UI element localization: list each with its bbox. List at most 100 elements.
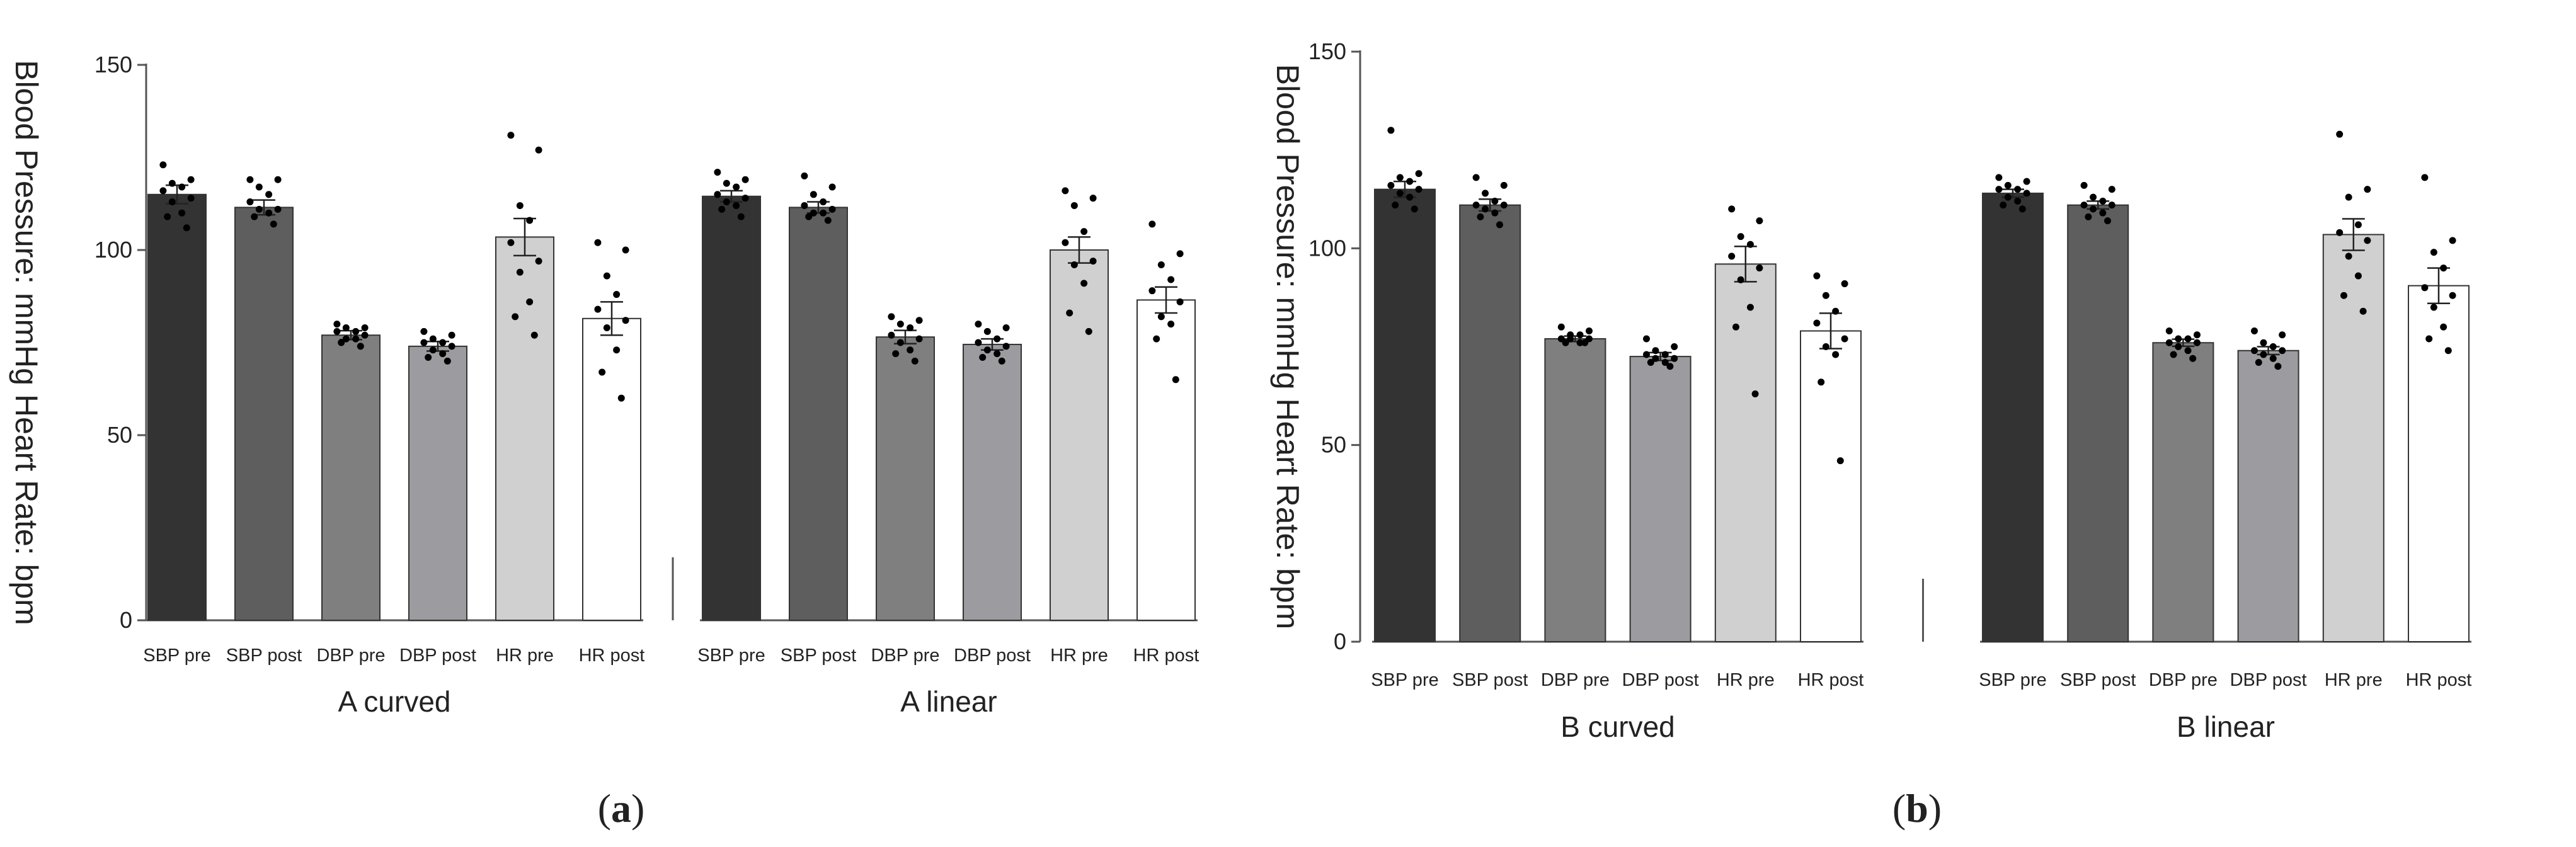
data-point <box>361 331 369 339</box>
data-point <box>820 198 827 206</box>
data-point <box>1148 220 1156 228</box>
data-point <box>265 209 273 217</box>
data-point <box>801 172 808 179</box>
data-point <box>1157 261 1165 269</box>
data-point <box>2023 190 2030 197</box>
bar <box>582 317 641 621</box>
data-point <box>1813 319 1821 327</box>
data-point <box>2425 335 2433 343</box>
bar <box>1714 263 1777 642</box>
data-point <box>1728 253 1736 260</box>
data-point <box>892 350 900 358</box>
data-point <box>810 191 817 198</box>
data-point <box>1567 335 1574 343</box>
data-point <box>2194 331 2201 339</box>
data-point <box>1737 233 1744 241</box>
data-point <box>2345 253 2352 260</box>
data-point <box>420 327 428 335</box>
data-point <box>1666 363 1674 370</box>
y-tick-label: 150 <box>94 52 132 77</box>
panel-label: (a) <box>598 786 645 831</box>
data-point <box>183 224 190 232</box>
bar <box>1800 330 1862 642</box>
data-point <box>507 132 515 139</box>
data-point <box>733 202 740 209</box>
data-point <box>2359 307 2367 315</box>
x-tick-label: SBP post <box>226 645 302 666</box>
data-point <box>1746 241 1754 248</box>
data-point <box>2269 355 2277 362</box>
x-tick-label: SBP pre <box>1979 670 2046 690</box>
bar <box>2067 204 2129 642</box>
data-point <box>429 335 437 343</box>
data-point <box>723 179 730 187</box>
bar <box>2322 234 2384 643</box>
x-tick-label: DBP pre <box>2149 670 2218 690</box>
data-point <box>907 324 914 331</box>
data-point <box>507 239 515 246</box>
data-point <box>1822 292 1829 299</box>
data-point <box>2364 237 2371 244</box>
x-tick-label: SBP post <box>1452 670 1528 690</box>
bar-group-0: SBP pre SBP post DBP pre DBP post HR pre HR p… <box>143 132 644 718</box>
data-point <box>526 298 534 305</box>
x-tick-label: DBP post <box>2230 670 2307 690</box>
x-tick-label: DBP pre <box>316 645 385 666</box>
data-point <box>1813 272 1821 280</box>
data-point <box>159 161 167 169</box>
data-point <box>2099 209 2107 217</box>
y-axis-label: Blood Pressure: mmHg Heart Rate: bpm <box>1270 64 1305 630</box>
data-point <box>737 213 745 220</box>
data-point <box>2018 205 2026 213</box>
data-point <box>448 331 455 339</box>
group-label: A curved <box>338 685 451 718</box>
y-tick-label: 0 <box>1334 628 1346 654</box>
data-point <box>888 331 895 339</box>
x-tick-label: SBP pre <box>143 645 210 666</box>
data-point <box>2023 178 2030 185</box>
data-point <box>274 205 282 213</box>
bar <box>963 343 1022 621</box>
data-point <box>1396 190 1404 197</box>
data-point <box>741 176 749 183</box>
data-point <box>1496 221 1503 229</box>
data-point <box>2175 343 2182 350</box>
data-point <box>1070 261 1078 269</box>
data-point <box>178 183 186 191</box>
data-point <box>1756 264 1763 272</box>
data-point <box>2430 249 2437 256</box>
data-point <box>2449 237 2456 244</box>
data-point <box>1089 195 1097 202</box>
data-point <box>439 339 447 346</box>
data-point <box>352 335 360 343</box>
data-point <box>733 183 740 191</box>
data-point <box>594 239 602 246</box>
x-tick-label: HR pre <box>1717 670 1775 690</box>
y-tick-label: 150 <box>1308 38 1346 64</box>
data-point <box>2274 363 2282 370</box>
data-point <box>2354 272 2362 280</box>
data-point <box>2340 292 2347 299</box>
bar-group-0: SBP pre SBP post DBP pre DBP post HR pre HR p… <box>1371 127 1863 743</box>
data-point <box>1841 335 1848 343</box>
data-point <box>246 176 254 183</box>
y-tick-label: 50 <box>107 422 132 448</box>
data-point <box>1491 209 1499 217</box>
data-point <box>512 313 519 321</box>
data-point <box>2108 202 2115 209</box>
data-point <box>1472 202 1480 209</box>
data-point <box>2175 335 2182 343</box>
data-point <box>516 268 524 276</box>
data-point <box>2345 193 2352 201</box>
data-point <box>1732 323 1739 331</box>
data-point <box>425 354 432 361</box>
data-point <box>1415 186 1423 193</box>
data-point <box>1995 174 2003 181</box>
data-point <box>1148 287 1156 295</box>
data-point <box>1482 205 1489 213</box>
data-point <box>352 327 360 335</box>
data-point <box>2189 355 2197 362</box>
data-point <box>993 350 1001 358</box>
